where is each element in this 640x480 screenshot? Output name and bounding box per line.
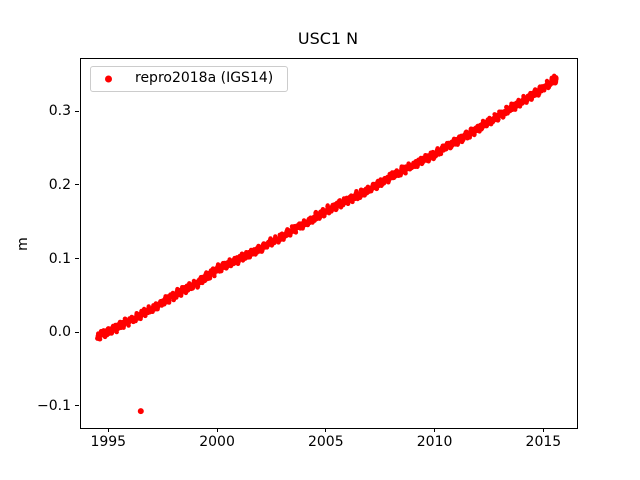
x-tick-mark — [325, 428, 327, 432]
y-tick-label: 0.1 — [48, 250, 71, 267]
scatter-canvas — [95, 73, 559, 415]
x-tick-mark — [542, 428, 544, 432]
legend: repro2018a (IGS14) — [90, 66, 288, 92]
x-tick-label: 2010 — [416, 434, 453, 450]
x-tick-label: 2005 — [307, 434, 344, 450]
y-tick-mark — [75, 184, 79, 186]
legend-label: repro2018a (IGS14) — [135, 70, 274, 86]
x-tick-label: 1995 — [90, 434, 127, 450]
x-tick-mark — [107, 428, 109, 432]
y-tick-mark — [75, 331, 79, 333]
y-tick-label: 0.0 — [48, 324, 71, 341]
x-tick-mark — [434, 428, 436, 432]
y-tick-mark — [75, 110, 79, 112]
x-tick-label: 2015 — [525, 434, 562, 450]
y-tick-mark — [75, 258, 79, 259]
x-tick-mark — [216, 428, 218, 432]
chart-title: USC1 N — [297, 29, 359, 48]
legend-marker-dot — [105, 75, 112, 83]
plot-area: repro2018a (IGS14) — [80, 58, 578, 429]
x-tick-label: 2000 — [199, 434, 235, 450]
y-tick-label: −0.1 — [37, 397, 71, 414]
y-tick-label: 0.2 — [48, 176, 71, 193]
y-tick-label: 0.3 — [48, 103, 71, 120]
y-tick-mark — [75, 405, 79, 407]
